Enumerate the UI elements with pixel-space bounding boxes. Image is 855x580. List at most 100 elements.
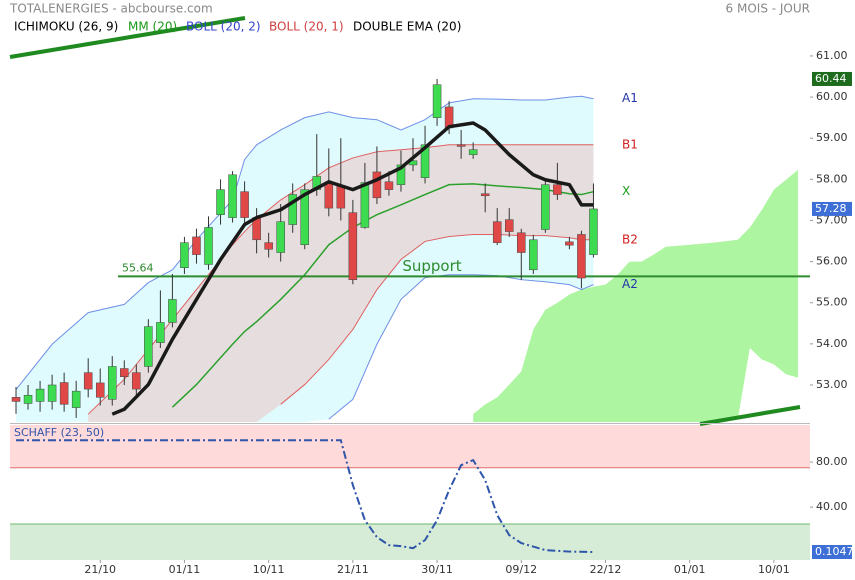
- y-tick-label: 40.00: [816, 500, 848, 513]
- candle-body: [95, 382, 105, 398]
- legend-entry: ICHIMOKU (26, 9): [14, 20, 118, 34]
- candle-body: [324, 183, 334, 209]
- candle-body: [456, 144, 466, 147]
- candle-body: [336, 185, 346, 209]
- x-tick-label: 10/01: [758, 563, 790, 576]
- candle-body: [577, 234, 586, 279]
- candle-body: [156, 322, 165, 343]
- candle-body: [216, 189, 225, 215]
- indicator-tag-label: 0.1047: [815, 545, 854, 558]
- candle-body: [71, 390, 81, 408]
- candle-body: [420, 144, 430, 178]
- candle-body: [59, 382, 69, 405]
- price-tag-label: 57.28: [815, 202, 847, 215]
- candle-body: [348, 212, 358, 280]
- candle-body: [264, 242, 273, 250]
- candle-body: [480, 193, 490, 197]
- support-value: 55.64: [122, 261, 154, 274]
- band-fill: [88, 144, 594, 422]
- price-panel: [11, 78, 810, 422]
- overbought-zone: [10, 425, 810, 468]
- band-line: [15, 95, 594, 390]
- panel-title: SCHAFF (23, 50): [14, 426, 104, 439]
- schaff-line: [16, 439, 594, 554]
- price-tag: [812, 201, 852, 216]
- candle-body: [11, 397, 21, 402]
- candle-body: [108, 366, 117, 400]
- candle-body: [541, 184, 550, 230]
- y-tick-label: 57.00: [816, 213, 848, 226]
- candle-body: [565, 241, 574, 246]
- candle-body: [180, 242, 189, 269]
- band-line: [328, 274, 594, 420]
- trend-line: [699, 405, 801, 426]
- band-line: [280, 233, 594, 405]
- x-tick-label: 01/11: [169, 563, 201, 576]
- y-tick-label: 61.00: [816, 49, 848, 62]
- candle-body: [132, 372, 141, 390]
- candle-body: [384, 181, 394, 190]
- legend-entry: MM (20): [128, 20, 177, 34]
- candle-body: [396, 164, 406, 185]
- x-tick-label: 09/12: [505, 563, 537, 576]
- candle-body: [23, 395, 33, 404]
- candle-body: [276, 221, 285, 253]
- price-tag-label: 60.44: [815, 72, 847, 85]
- x-tick-label: 10/11: [253, 563, 285, 576]
- band-label: A1: [622, 91, 638, 105]
- page-title: TOTALENERGIES - abcbourse.com: [9, 2, 213, 16]
- band-label: A2: [622, 277, 638, 291]
- x-tick-label: 30/11: [421, 563, 453, 576]
- y-tick-label: 60.00: [816, 90, 848, 103]
- x-tick-label: 21/10: [84, 563, 116, 576]
- candle-body: [517, 232, 526, 253]
- band-label: X: [622, 184, 630, 198]
- candle-body: [288, 194, 297, 225]
- schaff-panel: [10, 425, 810, 560]
- candle-body: [168, 299, 177, 323]
- trend-line: [9, 16, 246, 59]
- y-tick-label: 80.00: [816, 455, 848, 468]
- y-tick-label: 59.00: [816, 131, 848, 144]
- candle-body: [553, 184, 562, 195]
- ichimoku-cloud: [473, 169, 798, 422]
- double-ema: [111, 121, 594, 416]
- candle-body: [144, 326, 153, 367]
- band-label: B2: [622, 232, 638, 246]
- indicator-tag: [812, 545, 852, 560]
- x-tick-label: 22/12: [590, 563, 622, 576]
- overlay: ICHIMOKU (26, 9) MM (20) BOLL (20, 2) BOLL …: [10, 20, 854, 576]
- y-tick-label: 58.00: [816, 172, 848, 185]
- band-line: [87, 144, 594, 415]
- support-label: Support: [402, 257, 461, 275]
- x-tick-label: 01/01: [674, 563, 706, 576]
- candle-body: [432, 84, 442, 118]
- candle-body: [240, 191, 249, 218]
- y-tick-label: 55.00: [816, 296, 848, 309]
- candle-body: [492, 221, 502, 243]
- legend-entry: DOUBLE EMA (20): [353, 20, 461, 34]
- legend-entry: BOLL (20, 2): [186, 20, 261, 34]
- y-tick-label: 56.00: [816, 255, 848, 268]
- candle-body: [468, 149, 478, 155]
- y-tick-label: 54.00: [816, 337, 848, 350]
- candle-body: [529, 239, 538, 271]
- period: 6 MOIS - JOUR: [726, 2, 810, 16]
- oversold-zone: [10, 524, 810, 560]
- y-tick-label: 53.00: [816, 378, 848, 391]
- candle-body: [360, 182, 370, 228]
- price-tag: [812, 71, 852, 86]
- candle-body: [504, 219, 514, 232]
- candle-body: [372, 171, 382, 199]
- x-tick-label: 21/11: [337, 563, 369, 576]
- legend-entry: BOLL (20, 1): [269, 20, 344, 34]
- candle-body: [204, 227, 213, 265]
- candle-body: [228, 174, 237, 218]
- candle-body: [47, 384, 57, 402]
- candle-body: [300, 189, 309, 245]
- candle-body: [83, 372, 93, 390]
- candle-body: [589, 208, 598, 255]
- candle-body: [120, 368, 129, 378]
- band-label: B1: [622, 137, 638, 151]
